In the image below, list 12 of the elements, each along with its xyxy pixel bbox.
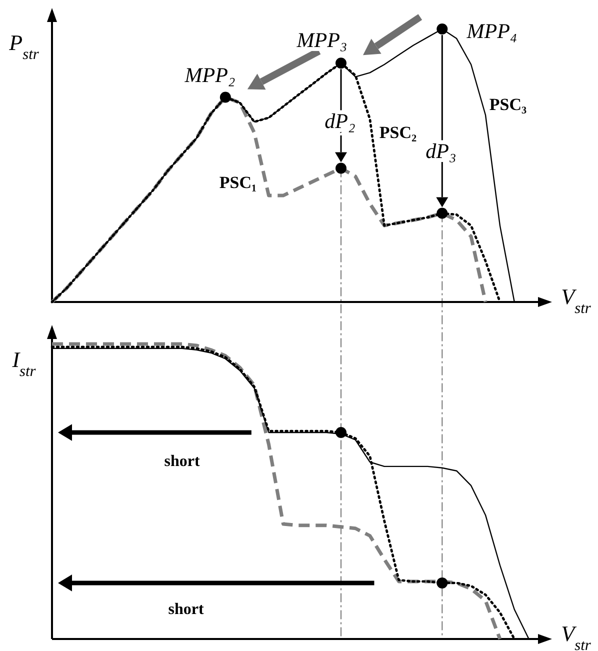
annotation: short [168,601,204,618]
x-axis-title: V$_{str}$ [561,284,592,316]
annotation: MPP₄ [466,19,518,43]
annotation: MPP₃ [296,28,348,52]
series-label: PSC₂ [379,123,417,142]
y-axis-title: P$_{str}$ [8,30,40,62]
x-axis-title: V$_{str}$ [561,621,592,651]
annotation: short [164,453,200,470]
annotation: MPP₂ [184,63,236,87]
series-label: PSC₁ [219,173,257,192]
series-label: PSC₃ [489,95,527,114]
y-axis-title: I$_{str}$ [11,347,37,380]
